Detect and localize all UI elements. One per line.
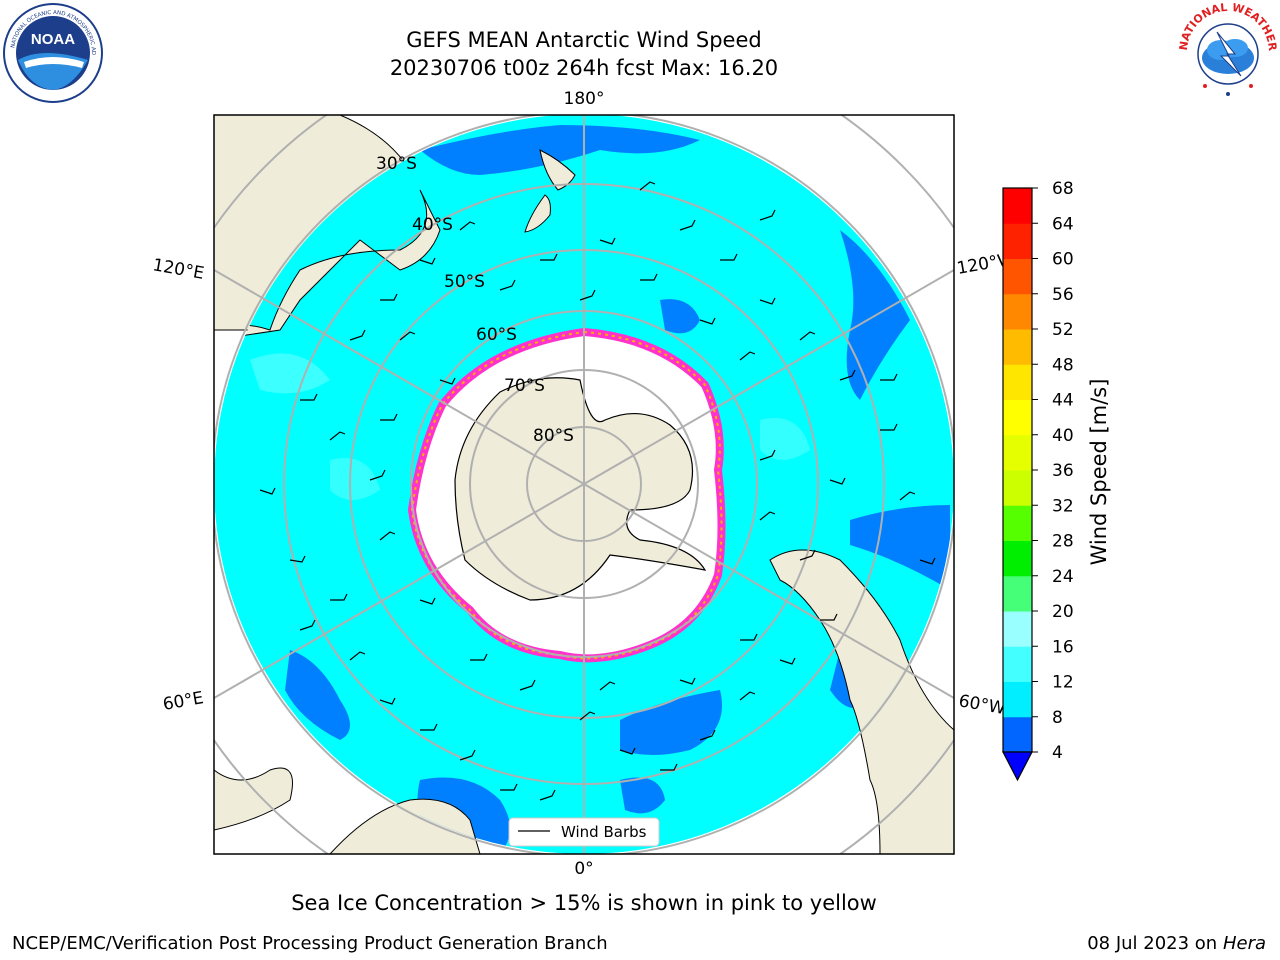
colorbar-tick-label: 68 [1052, 179, 1074, 199]
colorbar-tick-label: 20 [1052, 602, 1074, 622]
colorbar-segment [1003, 716, 1032, 753]
colorbar-segment [1003, 611, 1032, 647]
colorbar-segment [1003, 575, 1032, 612]
colorbar-segment [1003, 329, 1032, 365]
colorbar-tick-label: 56 [1052, 285, 1074, 305]
colorbar-segment [1003, 258, 1032, 295]
colorbar-tick-label: 52 [1052, 320, 1074, 340]
lat-label-80: 80°S [533, 426, 574, 446]
colorbar-segment [1003, 540, 1032, 577]
lon-label-upper-left: 120°E [151, 255, 205, 284]
footer-date-text: 08 Jul 2023 on [1087, 933, 1223, 954]
colorbar-segment [1003, 505, 1032, 541]
colorbar-tick-label: 12 [1052, 673, 1074, 693]
colorbar-extend-arrow [1002, 751, 1033, 782]
lat-label-70: 70°S [504, 376, 545, 396]
map-frame [213, 114, 955, 855]
nws-logo: NATIONAL WEATHER SERVICE [1177, 2, 1279, 96]
wind-barb-legend: Wind Barbs [508, 817, 660, 847]
colorbar-tick-label: 8 [1052, 708, 1063, 728]
colorbar-tick-label: 28 [1052, 532, 1074, 552]
colorbar-segment [1003, 470, 1032, 506]
colorbar-segment [1003, 293, 1032, 330]
chart-title-line1: GEFS MEAN Antarctic Wind Speed [406, 28, 762, 52]
colorbar-tick-label: 16 [1052, 637, 1074, 657]
colorbar-segment [1003, 188, 1032, 224]
colorbar-segment [1003, 223, 1032, 259]
lon-label-lower-left: 60°E [161, 688, 205, 715]
colorbar-tick-label: 48 [1052, 355, 1074, 375]
chart-title-line2: 20230706 t00z 264h fcst Max: 16.20 [389, 56, 779, 80]
graticule [214, 115, 954, 854]
colorbar-tick-label: 44 [1052, 391, 1074, 411]
footer-credit: NCEP/EMC/Verification Post Processing Pr… [12, 933, 608, 954]
colorbar-tick-label: 60 [1052, 250, 1074, 270]
colorbar-segment [1003, 364, 1032, 400]
colorbar-tick-label: 32 [1052, 496, 1074, 516]
lat-label-30: 30°S [376, 154, 417, 174]
colorbar-tick-label: 36 [1052, 461, 1074, 481]
wind-barb-legend-label: Wind Barbs [561, 823, 647, 841]
lat-label-40: 40°S [412, 215, 453, 235]
noaa-logo: NOAA NATIONAL OCEANIC AND ATMOSPHERIC AD… [2, 2, 103, 103]
sea-ice-note: Sea Ice Concentration > 15% is shown in … [291, 891, 877, 915]
colorbar-tick-label: 64 [1052, 214, 1074, 234]
sea-ice [407, 327, 726, 663]
footer-date: 08 Jul 2023 on Hera [1087, 933, 1266, 954]
colorbar-tick-label: 4 [1052, 743, 1063, 763]
colorbar-segment [1003, 681, 1032, 718]
colorbar-segment [1003, 646, 1032, 682]
noaa-logo-text: NOAA [31, 31, 75, 48]
footer-host: Hera [1222, 933, 1266, 954]
wind-barbs [259, 181, 936, 801]
colorbar-label: Wind Speed [m/s] [1087, 379, 1111, 566]
lat-label-50: 50°S [444, 272, 485, 292]
lat-label-60: 60°S [476, 325, 517, 345]
colorbar-segment [1003, 434, 1032, 471]
lon-label-lower-right: 60°W [957, 691, 1007, 719]
colorbar-tick-label: 40 [1052, 426, 1074, 446]
colorbar-tick-label: 24 [1052, 567, 1074, 587]
lon-label-bottom: 0° [574, 859, 593, 879]
lon-label-top: 180° [564, 89, 605, 109]
colorbar-segment [1003, 399, 1032, 436]
